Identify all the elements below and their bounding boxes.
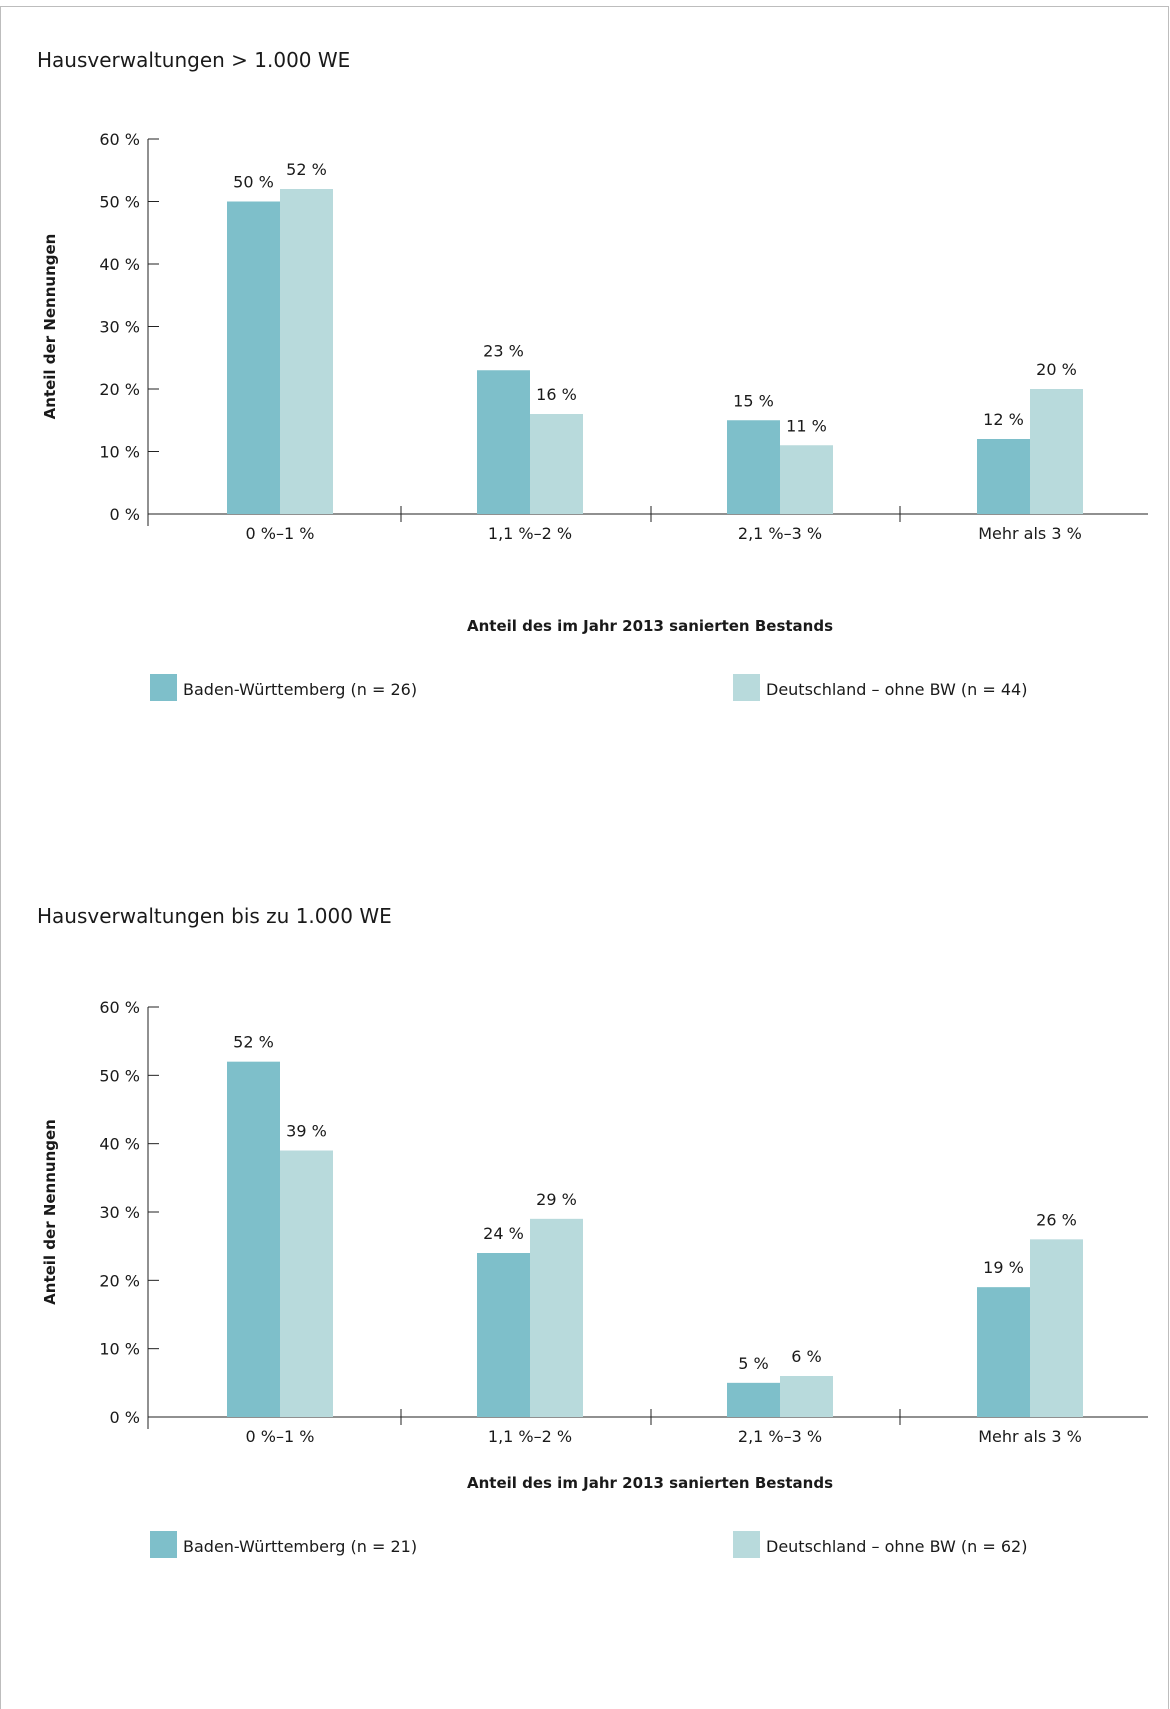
y-tick-label: 0 % — [110, 505, 140, 524]
bar — [977, 1287, 1030, 1417]
y-tick-label: 0 % — [110, 1408, 140, 1427]
x-axis-label: Anteil des im Jahr 2013 sanierten Bestan… — [467, 1474, 833, 1492]
data-label: 50 % — [233, 173, 274, 192]
x-tick-label: 1,1 %–2 % — [488, 1427, 572, 1446]
page-frame — [0, 6, 1169, 1709]
x-axis-label: Anteil des im Jahr 2013 sanierten Bestan… — [467, 617, 833, 635]
data-label: 16 % — [536, 385, 577, 404]
data-label: 19 % — [983, 1258, 1024, 1277]
data-label: 52 % — [286, 160, 327, 179]
data-label: 11 % — [786, 416, 827, 435]
bar — [227, 1061, 280, 1417]
y-tick-label: 50 % — [99, 193, 140, 212]
y-tick-label: 40 % — [99, 1135, 140, 1154]
data-label: 20 % — [1036, 360, 1077, 379]
y-tick-label: 50 % — [99, 1066, 140, 1085]
y-tick-label: 60 % — [99, 130, 140, 149]
legend-label: Baden-Württemberg (n = 26) — [183, 680, 417, 699]
y-tick-label: 20 % — [99, 1271, 140, 1290]
bar — [280, 1150, 333, 1417]
chart-title: Hausverwaltungen > 1.000 WE — [37, 48, 350, 72]
y-axis-label: Anteil der Nennungen — [41, 1119, 59, 1305]
x-tick-label: Mehr als 3 % — [978, 1427, 1082, 1446]
bar — [1030, 1239, 1083, 1417]
x-tick-label: 2,1 %–3 % — [738, 524, 822, 543]
data-label: 23 % — [483, 341, 524, 360]
legend-label: Deutschland – ohne BW (n = 44) — [766, 680, 1027, 699]
x-tick-label: 2,1 %–3 % — [738, 1427, 822, 1446]
data-label: 15 % — [733, 391, 774, 410]
legend-swatch — [733, 1531, 760, 1558]
bar — [780, 445, 833, 514]
bar — [477, 1253, 530, 1417]
bar — [780, 1376, 833, 1417]
bar — [977, 439, 1030, 514]
y-tick-label: 10 % — [99, 1340, 140, 1359]
chart-title: Hausverwaltungen bis zu 1.000 WE — [37, 904, 392, 928]
x-tick-label: 1,1 %–2 % — [488, 524, 572, 543]
legend-swatch — [150, 674, 177, 701]
bar — [530, 1218, 583, 1417]
data-label: 39 % — [286, 1122, 327, 1141]
legend-label: Baden-Württemberg (n = 21) — [183, 1537, 417, 1556]
data-label: 29 % — [536, 1190, 577, 1209]
bar — [727, 1382, 780, 1417]
y-tick-label: 30 % — [99, 1203, 140, 1222]
legend-label: Deutschland – ohne BW (n = 62) — [766, 1537, 1027, 1556]
bar — [280, 189, 333, 514]
x-tick-label: 0 %–1 % — [246, 1427, 315, 1446]
bar — [530, 414, 583, 514]
data-label: 12 % — [983, 410, 1024, 429]
data-label: 6 % — [791, 1347, 821, 1366]
y-tick-label: 30 % — [99, 318, 140, 337]
bar — [727, 420, 780, 514]
legend-swatch — [150, 1531, 177, 1558]
data-label: 5 % — [738, 1354, 768, 1373]
bar — [227, 201, 280, 514]
data-label: 52 % — [233, 1033, 274, 1052]
x-tick-label: 0 %–1 % — [246, 524, 315, 543]
data-label: 26 % — [1036, 1210, 1077, 1229]
y-tick-label: 40 % — [99, 255, 140, 274]
y-axis-label: Anteil der Nennungen — [41, 234, 59, 420]
bar — [477, 370, 530, 514]
legend-swatch — [733, 674, 760, 701]
y-tick-label: 20 % — [99, 380, 140, 399]
x-tick-label: Mehr als 3 % — [978, 524, 1082, 543]
y-tick-label: 60 % — [99, 998, 140, 1017]
data-label: 24 % — [483, 1224, 524, 1243]
bar — [1030, 389, 1083, 514]
y-tick-label: 10 % — [99, 443, 140, 462]
